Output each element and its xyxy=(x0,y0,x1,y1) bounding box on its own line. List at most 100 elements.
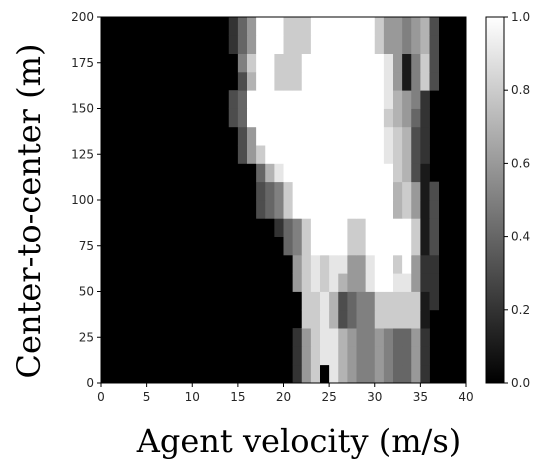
x-axis-ticks: 0 5 10 15 20 25 30 35 40 xyxy=(97,383,474,404)
y-tick-label: 125 xyxy=(71,147,94,161)
heatmap-cell xyxy=(383,17,394,36)
heatmap-cell xyxy=(265,90,275,109)
heatmap-cell xyxy=(365,90,376,109)
heatmap-cell xyxy=(320,35,330,54)
heatmap-cell xyxy=(393,254,403,274)
heatmap-cell xyxy=(265,200,275,219)
heatmap-cell xyxy=(356,273,367,292)
heatmap-cell xyxy=(247,71,257,91)
heatmap-cell xyxy=(374,163,385,183)
heatmap-cell xyxy=(329,108,339,128)
heatmap-cell xyxy=(265,108,275,128)
heatmap-cell xyxy=(292,35,303,54)
y-tick-label: 50 xyxy=(79,285,94,299)
heatmap-cells xyxy=(228,17,440,384)
y-axis-label: Center-to-center (m) xyxy=(10,44,48,379)
heatmap-cell xyxy=(338,236,348,256)
heatmap-cell xyxy=(420,328,430,347)
heatmap-cell xyxy=(374,346,385,366)
heatmap-cell xyxy=(301,90,312,109)
heatmap-cell xyxy=(237,35,248,54)
heatmap-cell xyxy=(301,181,312,201)
heatmap-cell xyxy=(292,346,303,366)
heatmap-cell xyxy=(420,126,430,146)
heatmap-cell xyxy=(237,53,248,73)
heatmap-cell xyxy=(247,108,257,128)
heatmap-cell xyxy=(356,200,367,219)
heatmap-cell xyxy=(420,145,430,164)
heatmap-cell xyxy=(247,126,257,146)
heatmap-cell xyxy=(310,90,321,109)
heatmap-cell xyxy=(347,309,357,329)
heatmap-cell xyxy=(247,90,257,109)
heatmap-cell xyxy=(283,17,294,36)
heatmap-cell xyxy=(393,273,403,292)
heatmap-cell xyxy=(292,328,303,347)
heatmap-cell xyxy=(383,35,394,54)
heatmap-cell xyxy=(329,200,339,219)
heatmap-cell xyxy=(383,108,394,128)
x-tick-label: 0 xyxy=(97,390,105,404)
heatmap-cell xyxy=(247,145,257,164)
heatmap-cell xyxy=(292,17,303,36)
heatmap-cell xyxy=(274,71,284,91)
heatmap-cell xyxy=(228,90,239,109)
heatmap-cell xyxy=(283,163,294,183)
heatmap-cell xyxy=(402,53,412,73)
colorbar-tick-label: 0.0 xyxy=(511,376,530,390)
heatmap-cell xyxy=(374,126,385,146)
heatmap-cell xyxy=(429,200,440,219)
heatmap-cell xyxy=(247,35,257,54)
heatmap-cell xyxy=(393,291,403,311)
heatmap-cell xyxy=(374,71,385,91)
heatmap-cell xyxy=(393,108,403,128)
heatmap-cell xyxy=(365,273,376,292)
heatmap-cell xyxy=(301,273,312,292)
heatmap-cell xyxy=(383,328,394,347)
heatmap-cell xyxy=(274,108,284,128)
heatmap-cell xyxy=(420,71,430,91)
heatmap-cell xyxy=(365,163,376,183)
heatmap-cell xyxy=(338,35,348,54)
heatmap-cell xyxy=(411,309,421,329)
heatmap-cell xyxy=(338,181,348,201)
heatmap-cell xyxy=(292,53,303,73)
heatmap-cell xyxy=(347,53,357,73)
colorbar-tick-label: 1.0 xyxy=(511,10,530,24)
heatmap-cell xyxy=(301,291,312,311)
heatmap-cell xyxy=(265,71,275,91)
heatmap-cell xyxy=(338,254,348,274)
heatmap-cell xyxy=(420,218,430,237)
heatmap-cell xyxy=(310,126,321,146)
heatmap-cell xyxy=(383,163,394,183)
heatmap-cell xyxy=(265,35,275,54)
heatmap-cell xyxy=(283,236,294,256)
heatmap-cell xyxy=(283,145,294,164)
heatmap-cell xyxy=(402,145,412,164)
heatmap-cell xyxy=(402,309,412,329)
heatmap-cell xyxy=(411,291,421,311)
heatmap-cell xyxy=(356,346,367,366)
heatmap-cell xyxy=(228,17,239,36)
heatmap-cell xyxy=(429,236,440,256)
heatmap-cell xyxy=(329,291,339,311)
heatmap-cell xyxy=(374,35,385,54)
heatmap-cell xyxy=(365,145,376,164)
heatmap-cell xyxy=(356,254,367,274)
heatmap-cell xyxy=(393,309,403,329)
heatmap-cell xyxy=(374,90,385,109)
heatmap-cell xyxy=(283,200,294,219)
x-tick-label: 5 xyxy=(143,390,151,404)
heatmap-cell xyxy=(347,145,357,164)
heatmap-cell xyxy=(393,200,403,219)
y-tick-label: 75 xyxy=(79,239,94,253)
heatmap-cell xyxy=(411,218,421,237)
heatmap-cell xyxy=(310,218,321,237)
heatmap-cell xyxy=(301,218,312,237)
heatmap-cell xyxy=(374,291,385,311)
heatmap-cell xyxy=(237,90,248,109)
heatmap-cell xyxy=(274,145,284,164)
heatmap-cell xyxy=(292,364,303,384)
heatmap-cell xyxy=(429,71,440,91)
heatmap-cell xyxy=(329,254,339,274)
